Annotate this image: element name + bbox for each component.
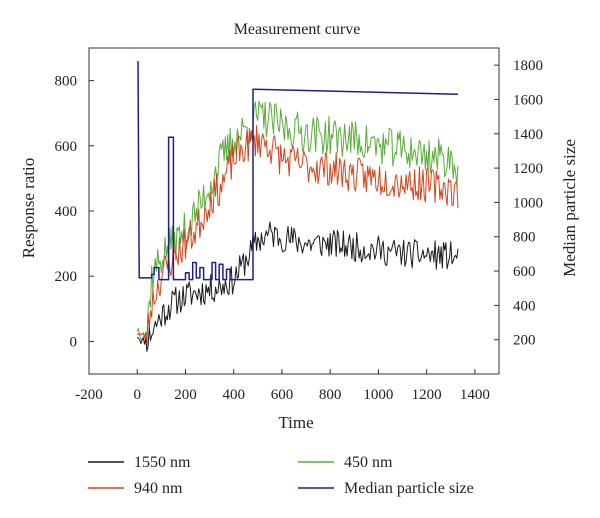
legend-label: 450 nm <box>344 454 393 471</box>
legend: 1550 nm 450 nm 940 nm Median particle size <box>88 454 474 497</box>
plot-frame <box>88 47 500 375</box>
x-tick-label: 600 <box>271 387 294 403</box>
y2-tick-label: 1200 <box>513 161 543 177</box>
x-tick-label: 200 <box>174 387 197 403</box>
y-axis-right: 200 400 600 800 1000 1200 1400 1600 1800 <box>494 58 543 349</box>
x-tick-label: 0 <box>133 387 141 403</box>
y2-tick-label: 1800 <box>513 58 543 74</box>
y2-tick-label: 1000 <box>513 195 543 211</box>
y-axis-label-left: Response ratio <box>19 158 38 259</box>
x-tick-label: 1000 <box>363 387 393 403</box>
chart-title: Measurement curve <box>234 21 361 38</box>
series-line-940-nm <box>137 125 459 346</box>
y2-tick-label: 1400 <box>513 127 543 143</box>
y2-tick-label: 400 <box>513 298 536 314</box>
y2-tick-label: 200 <box>513 333 536 349</box>
y2-tick-label: 800 <box>513 230 536 246</box>
x-tick-label: 400 <box>222 387 245 403</box>
y2-tick-label: 600 <box>513 264 536 280</box>
y-tick-label: 200 <box>55 269 78 285</box>
x-tick-label: 1200 <box>412 387 442 403</box>
y-tick-label: 0 <box>70 334 78 350</box>
y-tick-label: 400 <box>55 204 78 220</box>
series-layer <box>136 60 459 352</box>
x-tick-label: 1400 <box>460 387 490 403</box>
y-tick-label: 800 <box>55 74 78 90</box>
legend-label: 1550 nm <box>134 454 191 471</box>
x-tick-label: 800 <box>319 387 342 403</box>
y-axis-label-right: Median particle size <box>560 139 579 277</box>
y-axis-left: 0 200 400 600 800 <box>55 74 94 350</box>
series-line-median-particle-size <box>137 60 459 281</box>
legend-label: Median particle size <box>344 480 474 497</box>
x-tick-label: -200 <box>75 387 103 403</box>
x-axis-label: Time <box>278 413 313 432</box>
x-axis: -200 0 200 400 600 800 1000 1200 1400 <box>75 369 490 403</box>
y-tick-label: 600 <box>55 139 78 155</box>
series-line-1550-nm <box>136 221 459 352</box>
legend-label: 940 nm <box>134 480 183 497</box>
y2-tick-label: 1600 <box>513 92 543 108</box>
